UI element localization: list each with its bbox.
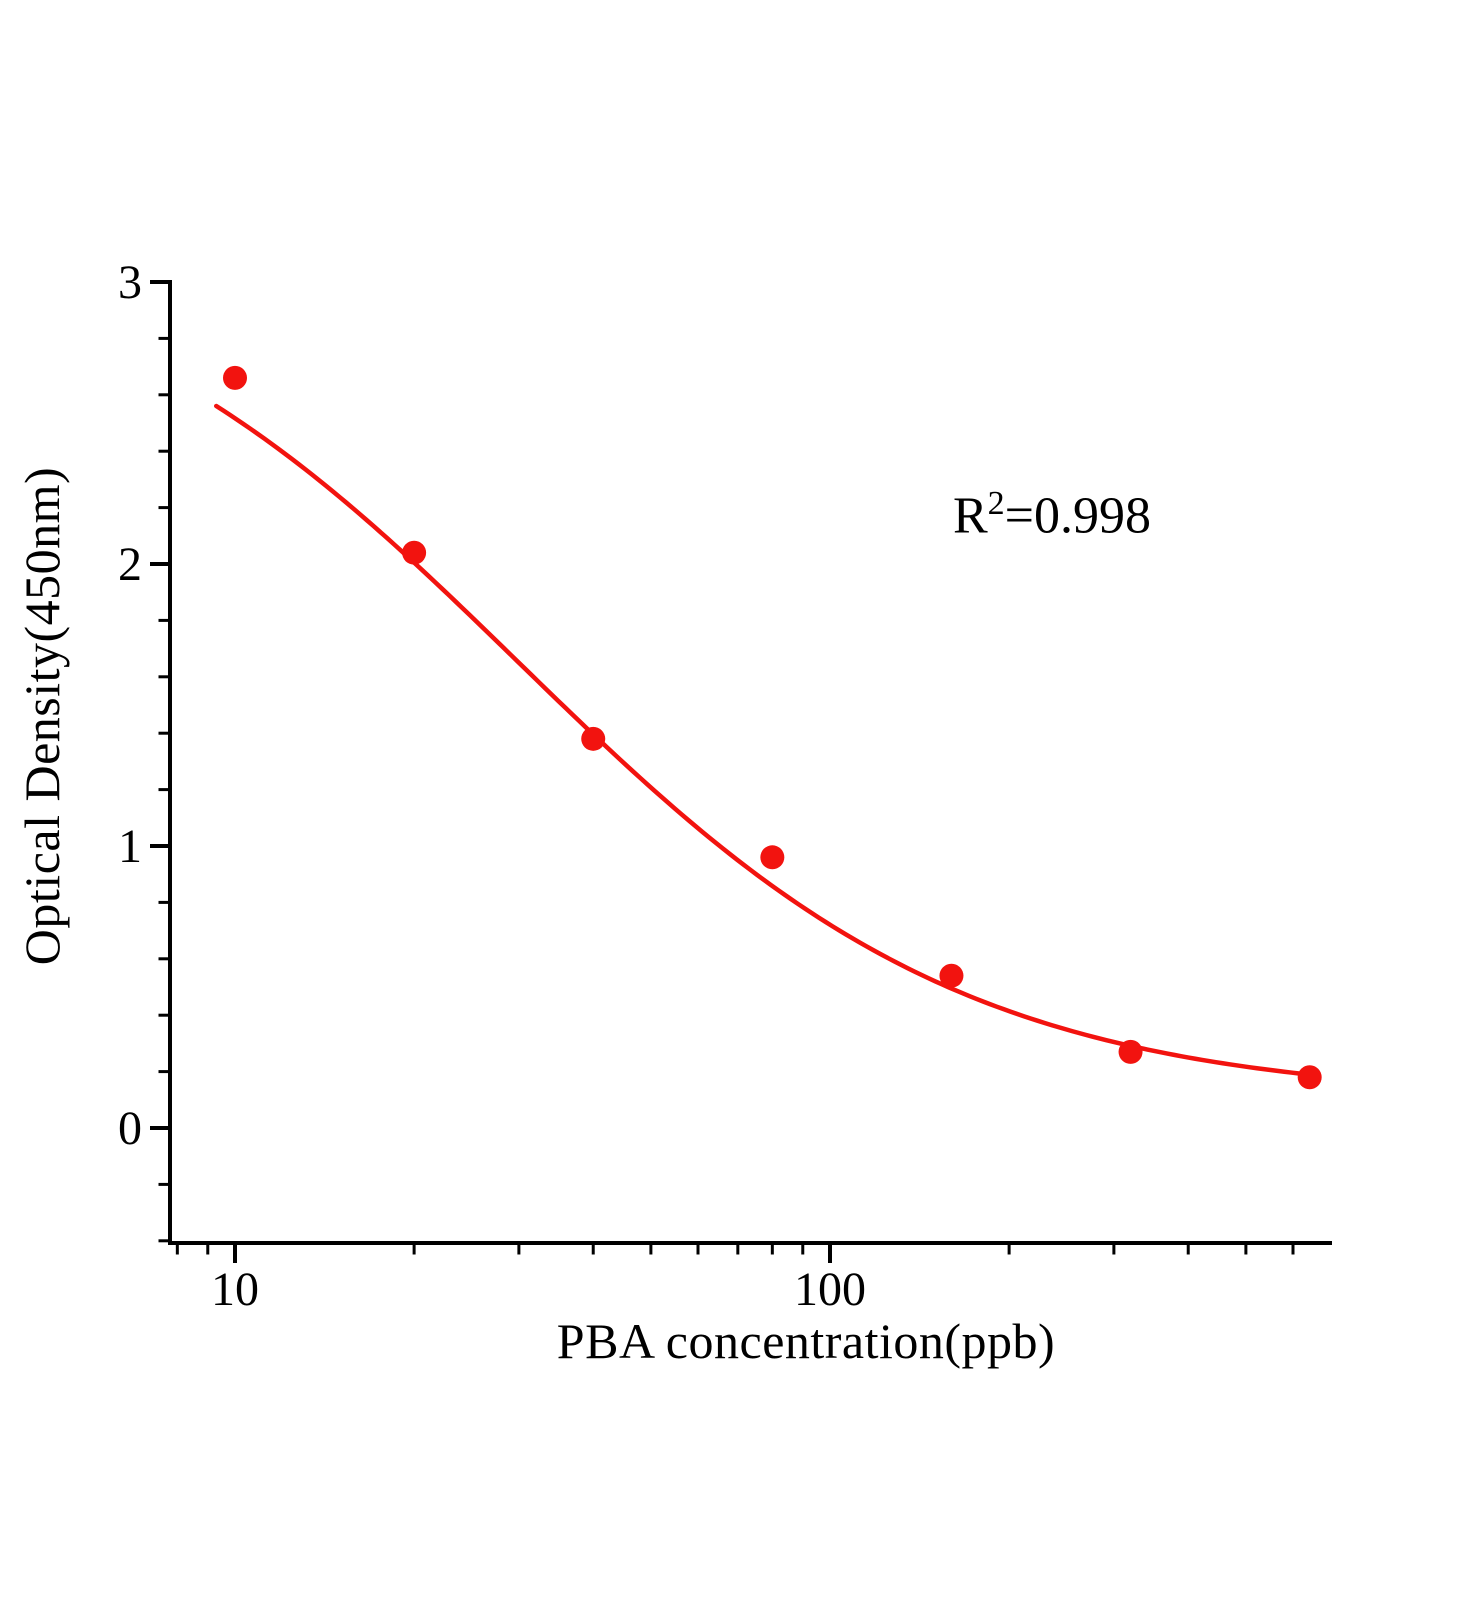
- r-squared-annotation: R2=0.998: [953, 487, 1151, 546]
- data-point: [1297, 1065, 1322, 1090]
- tick-label: 100: [794, 1263, 866, 1316]
- tick-label: 0: [118, 1102, 142, 1155]
- data-point: [939, 963, 964, 988]
- data-point: [760, 845, 785, 870]
- y-axis: 0 1 2 3: [118, 256, 172, 1243]
- x-axis: 10 100: [175, 1241, 1295, 1316]
- r-squared-prefix: R: [952, 487, 988, 545]
- axes: [168, 280, 1332, 1245]
- data-point: [1118, 1039, 1143, 1064]
- data-points: [223, 365, 1322, 1090]
- tick-label: 1: [118, 820, 142, 873]
- y-axis-title: Optical Density(450nm): [14, 466, 70, 966]
- tick-label: 10: [211, 1263, 259, 1316]
- tick-label: 3: [118, 256, 142, 309]
- r-squared-exponent: 2: [987, 485, 1005, 523]
- data-point: [581, 726, 606, 751]
- tick-label: 2: [118, 538, 142, 591]
- x-axis-title: PBA concentration(ppb): [556, 1313, 1056, 1369]
- r-squared-value: =0.998: [1004, 487, 1152, 545]
- data-point: [402, 540, 427, 565]
- data-point: [223, 365, 247, 390]
